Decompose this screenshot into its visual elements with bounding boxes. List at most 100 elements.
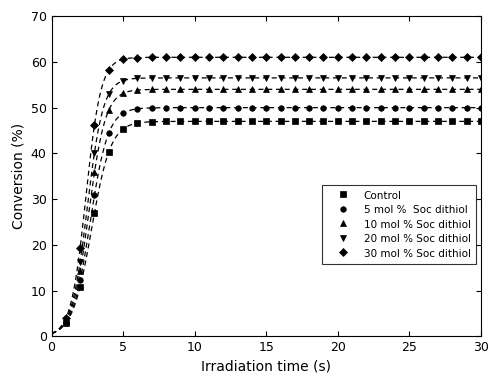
20 mol % Soc dithiol [263,75,269,80]
Control [263,119,269,124]
20 mol % Soc dithiol [63,318,69,323]
30 mol % Soc dithiol [420,55,426,60]
5 mol %  Soc dithiol [77,278,83,283]
5 mol %  Soc dithiol [120,111,126,116]
Control [320,119,326,124]
Control [192,119,198,124]
20 mol % Soc dithiol [420,75,426,80]
10 mol % Soc dithiol [148,87,154,92]
10 mol % Soc dithiol [320,87,326,92]
5 mol %  Soc dithiol [220,105,226,110]
20 mol % Soc dithiol [435,75,441,80]
30 mol % Soc dithiol [234,55,240,60]
10 mol % Soc dithiol [420,87,426,92]
Control [220,119,226,124]
Control [478,119,484,124]
5 mol %  Soc dithiol [134,107,140,111]
Control [406,119,412,124]
Control [63,321,69,325]
5 mol %  Soc dithiol [234,105,240,110]
5 mol %  Soc dithiol [192,105,198,110]
5 mol %  Soc dithiol [148,105,154,110]
20 mol % Soc dithiol [478,75,484,80]
5 mol %  Soc dithiol [263,105,269,110]
10 mol % Soc dithiol [335,87,341,92]
Control [92,211,98,215]
30 mol % Soc dithiol [406,55,412,60]
30 mol % Soc dithiol [450,55,456,60]
20 mol % Soc dithiol [206,75,212,80]
30 mol % Soc dithiol [349,55,355,60]
10 mol % Soc dithiol [249,87,255,92]
30 mol % Soc dithiol [120,57,126,62]
10 mol % Soc dithiol [77,269,83,273]
10 mol % Soc dithiol [306,87,312,92]
30 mol % Soc dithiol [364,55,370,60]
Y-axis label: Conversion (%): Conversion (%) [11,123,25,229]
Legend: Control, 5 mol %  Soc dithiol, 10 mol % Soc dithiol, 20 mol % Soc dithiol, 30 mo: Control, 5 mol % Soc dithiol, 10 mol % S… [322,185,476,264]
5 mol %  Soc dithiol [435,105,441,110]
30 mol % Soc dithiol [134,55,140,60]
5 mol %  Soc dithiol [464,105,469,110]
5 mol %  Soc dithiol [63,320,69,325]
10 mol % Soc dithiol [178,87,184,92]
30 mol % Soc dithiol [206,55,212,60]
30 mol % Soc dithiol [378,55,384,60]
5 mol %  Soc dithiol [378,105,384,110]
10 mol % Soc dithiol [349,87,355,92]
20 mol % Soc dithiol [148,76,154,80]
10 mol % Soc dithiol [364,87,370,92]
5 mol %  Soc dithiol [278,105,283,110]
30 mol % Soc dithiol [106,68,112,72]
20 mol % Soc dithiol [292,75,298,80]
20 mol % Soc dithiol [134,76,140,81]
20 mol % Soc dithiol [349,75,355,80]
30 mol % Soc dithiol [249,55,255,60]
20 mol % Soc dithiol [378,75,384,80]
10 mol % Soc dithiol [392,87,398,92]
30 mol % Soc dithiol [220,55,226,60]
30 mol % Soc dithiol [335,55,341,60]
10 mol % Soc dithiol [206,87,212,92]
30 mol % Soc dithiol [292,55,298,60]
5 mol %  Soc dithiol [420,105,426,110]
30 mol % Soc dithiol [63,316,69,321]
5 mol %  Soc dithiol [478,105,484,110]
Control [364,119,370,124]
5 mol %  Soc dithiol [320,105,326,110]
20 mol % Soc dithiol [320,75,326,80]
10 mol % Soc dithiol [450,87,456,92]
10 mol % Soc dithiol [464,87,469,92]
20 mol % Soc dithiol [306,75,312,80]
Control [163,119,169,124]
20 mol % Soc dithiol [364,75,370,80]
Control [292,119,298,124]
10 mol % Soc dithiol [234,87,240,92]
20 mol % Soc dithiol [249,75,255,80]
10 mol % Soc dithiol [192,87,198,92]
10 mol % Soc dithiol [292,87,298,92]
20 mol % Soc dithiol [178,75,184,80]
Control [464,119,469,124]
5 mol %  Soc dithiol [364,105,370,110]
10 mol % Soc dithiol [163,87,169,92]
20 mol % Soc dithiol [106,92,112,97]
Control [206,119,212,124]
5 mol %  Soc dithiol [450,105,456,110]
20 mol % Soc dithiol [120,79,126,83]
10 mol % Soc dithiol [120,91,126,96]
20 mol % Soc dithiol [464,75,469,80]
Control [77,285,83,289]
10 mol % Soc dithiol [278,87,283,92]
5 mol %  Soc dithiol [178,105,184,110]
30 mol % Soc dithiol [306,55,312,60]
30 mol % Soc dithiol [163,55,169,60]
Control [306,119,312,124]
Control [120,127,126,131]
X-axis label: Irradiation time (s): Irradiation time (s) [201,360,331,374]
20 mol % Soc dithiol [392,75,398,80]
5 mol %  Soc dithiol [92,193,98,198]
30 mol % Soc dithiol [192,55,198,60]
10 mol % Soc dithiol [134,88,140,92]
10 mol % Soc dithiol [263,87,269,92]
